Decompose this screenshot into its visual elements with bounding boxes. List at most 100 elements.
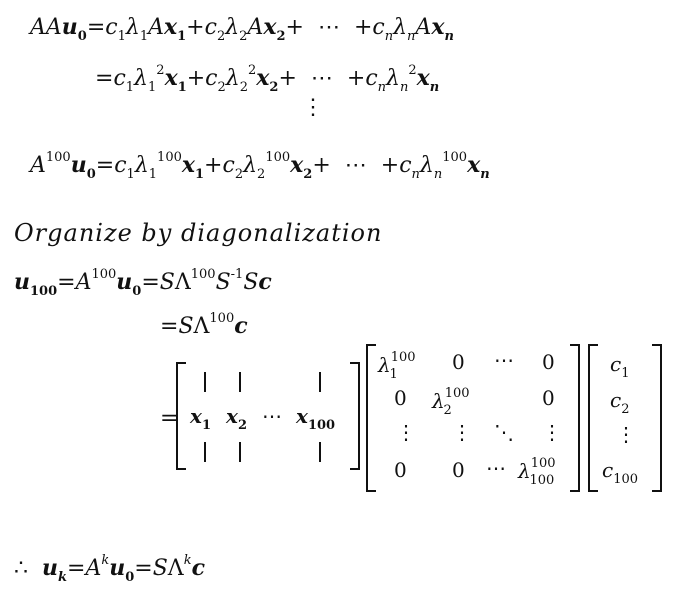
vdots-cell: ⋮: [452, 420, 472, 444]
equals: =: [86, 15, 106, 40]
sup-2: 2: [408, 63, 417, 78]
x-symbol: x: [190, 404, 202, 428]
sub-2: 2: [303, 167, 313, 182]
lambda-symbol: λ: [432, 389, 445, 413]
plus: +: [186, 66, 206, 91]
x1-cell: x1: [190, 404, 211, 433]
zero-cell: 0: [394, 458, 407, 482]
sup-k: k: [183, 553, 192, 568]
x100-cell: x100: [296, 404, 335, 433]
lambda-symbol: λ: [386, 66, 400, 91]
sub-n: n: [400, 80, 409, 95]
u-symbol: u: [116, 269, 133, 295]
c-symbol: c: [204, 15, 217, 40]
sub-n: n: [384, 29, 394, 44]
A-symbol: A: [247, 15, 264, 40]
A-symbol: A: [30, 153, 46, 178]
lambda-symbol: λ: [518, 459, 531, 483]
x-symbol: x: [416, 65, 430, 91]
sub-n: n: [407, 29, 416, 44]
sub-1: 1: [148, 80, 157, 95]
vdots-cell: ⋮: [542, 420, 562, 444]
u-symbol: u: [42, 555, 58, 581]
sub-2: 2: [239, 80, 249, 95]
sub-2: 2: [234, 167, 244, 182]
lambda-symbol: λ: [134, 66, 148, 91]
c-symbol: c: [610, 352, 622, 376]
lambda2-cell: λ100 2: [432, 386, 470, 418]
plus: +: [186, 15, 205, 40]
zero-cell: 0: [452, 458, 465, 482]
conclusion-line: ∴ uk=Aku0=SΛkc: [14, 548, 205, 591]
plus: +: [353, 15, 373, 40]
S-symbol: S: [243, 270, 259, 295]
A-symbol: A: [85, 556, 102, 581]
x-symbol: x: [256, 65, 270, 91]
c-symbol: c: [113, 66, 126, 91]
sub-2: 2: [621, 402, 630, 417]
matrix-equals: =: [160, 406, 179, 431]
section-heading: Organize by diagonalization: [14, 219, 383, 247]
sub-2: 2: [443, 403, 452, 418]
sub-1: 1: [126, 167, 135, 182]
x-symbol: x: [226, 404, 238, 428]
sup-100: 100: [190, 267, 216, 282]
sub-2: 2: [216, 29, 226, 44]
lhs-AA: AA: [30, 15, 62, 40]
column-bar: [239, 372, 241, 392]
x2-cell: x2: [226, 404, 247, 433]
column-bar: [204, 442, 206, 462]
Lambda-symbol: Λ: [193, 314, 210, 339]
sub-1: 1: [621, 366, 630, 381]
x-symbol: x: [290, 152, 304, 178]
c-vector: c: [191, 555, 205, 581]
x-symbol: x: [431, 14, 445, 40]
x-symbol: x: [467, 152, 481, 178]
sup-100: 100: [157, 150, 182, 165]
sub-1: 1: [117, 29, 126, 44]
sup-k: k: [101, 553, 110, 568]
equals: =: [95, 153, 115, 178]
diagonal-matrix: λ1001 0 ⋯ 0 0 λ1002 0 ⋮ ⋮ ⋱ ⋮ 0 0 ⋯ λ100…: [366, 344, 580, 492]
cdots: ⋯: [310, 66, 333, 91]
equals: =: [95, 66, 114, 91]
c-symbol: c: [399, 153, 412, 178]
sup-100: 100: [444, 386, 470, 401]
lambda-symbol: λ: [419, 153, 434, 178]
subscript-0: 0: [132, 284, 142, 299]
lambda-symbol: λ: [378, 353, 391, 377]
u-symbol: u: [61, 14, 78, 40]
sub-2: 2: [239, 29, 248, 44]
c-symbol: c: [372, 15, 385, 40]
sub-2: 2: [257, 167, 266, 182]
plus: +: [312, 153, 331, 178]
lambda-symbol: λ: [225, 66, 240, 91]
coefficient-vector: c1 c2 ⋮ c100: [588, 344, 662, 492]
cdots: ⋯: [344, 153, 367, 178]
sup-100: 100: [91, 267, 117, 282]
sup-100: 100: [265, 150, 291, 165]
therefore-symbol: ∴: [14, 556, 28, 581]
equation-line-1: AAu0=c1λ1Ax1+c2λ2Ax2+ ⋯ +cnλnAxn: [30, 14, 454, 50]
c-symbol: c: [205, 66, 218, 91]
equation-u100: u100=A100u0=SΛ100S-1Sc: [14, 262, 272, 305]
S-symbol: S: [215, 270, 231, 295]
sub-1: 1: [125, 80, 135, 95]
sup-100: 100: [530, 456, 556, 471]
lambda-symbol: λ: [134, 153, 149, 178]
sub-n: n: [429, 80, 440, 95]
zero-cell: 0: [542, 386, 555, 410]
sub-n: n: [433, 167, 443, 182]
eigenvector-matrix: x1 x2 ⋯ x100: [176, 362, 360, 470]
x-symbol: x: [164, 14, 178, 40]
right-bracket: [570, 344, 580, 492]
c-symbol: c: [610, 388, 622, 412]
c-vector: c: [234, 313, 248, 339]
sub-100: 100: [30, 284, 58, 299]
sub-n: n: [377, 80, 387, 95]
A-symbol: A: [75, 270, 92, 295]
plus: +: [285, 15, 304, 40]
sub-n: n: [480, 167, 490, 182]
equals: =: [134, 556, 153, 581]
S-symbol: S: [178, 314, 194, 339]
